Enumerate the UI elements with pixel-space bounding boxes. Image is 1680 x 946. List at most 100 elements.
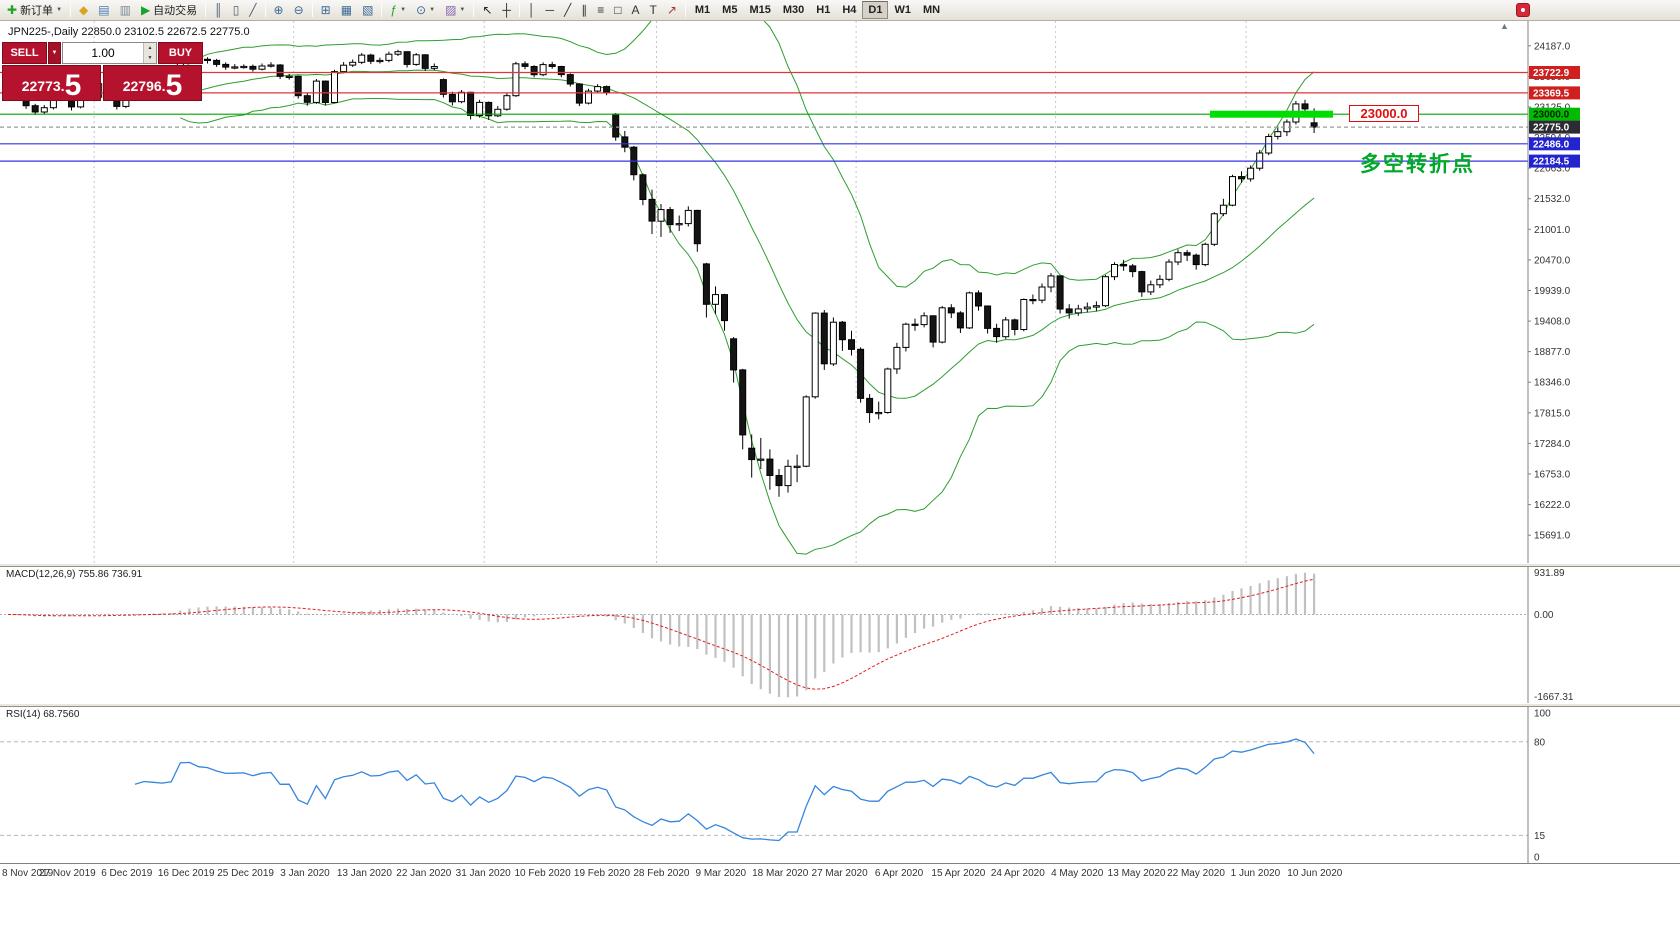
panel-splitter-2[interactable] (0, 703, 1680, 707)
price-tag-23722.9[interactable] (1529, 66, 1580, 79)
profiles-button[interactable]: ◆ (74, 1, 93, 19)
add-indicator-button[interactable]: ƒ ▼ (385, 1, 411, 19)
price-level-label[interactable]: 23000.0 (1349, 105, 1419, 122)
toolbar-red-icon[interactable] (1516, 3, 1530, 17)
support-highlight-bar[interactable] (1210, 110, 1333, 118)
bull-candle (757, 458, 765, 461)
date-label: 10 Jun 2020 (1287, 868, 1342, 879)
price-tag-23000.0[interactable] (1529, 107, 1580, 121)
bull-candle (793, 465, 801, 468)
arrows-button[interactable]: ↗ (662, 1, 682, 19)
sell-options-caret[interactable]: ▼ (48, 42, 61, 64)
timeframe-h1[interactable]: H1 (810, 1, 836, 19)
templates-button[interactable]: ▨ ▼ (440, 1, 470, 19)
bull-candle (657, 209, 665, 222)
price-axis[interactable]: 24187.023656.023125.022594.022063.021532… (1527, 21, 1580, 563)
bear-candle (739, 369, 747, 436)
navigator-button[interactable]: ▥ (115, 1, 136, 19)
timeframe-mn[interactable]: MN (917, 1, 946, 19)
periods-button[interactable]: ⊙ ▼ (411, 1, 440, 19)
volume-input[interactable] (63, 43, 143, 63)
auto-trading-button[interactable]: ▶ 自动交易 (136, 1, 202, 19)
timeframe-m5[interactable]: M5 (716, 1, 743, 19)
bollinger-lower-line[interactable] (180, 98, 1315, 555)
zoom-in-button[interactable]: ⊕ (269, 1, 289, 19)
trendline-button[interactable]: ╱ (559, 1, 576, 19)
toolbar-separator (264, 3, 266, 17)
bear-candle (775, 475, 783, 487)
rsi-line[interactable] (134, 738, 1315, 842)
volume-down-button[interactable]: ▼ (144, 53, 156, 63)
bull-candle (539, 64, 547, 76)
bollinger-middle-line[interactable] (180, 69, 1315, 399)
text-button[interactable]: A (626, 1, 644, 19)
rsi-canvas[interactable]: 100 80 15 0 (0, 707, 1680, 863)
price-tick-label: 18877.0 (1534, 347, 1571, 358)
tile-windows-button[interactable]: ⊞ (316, 1, 336, 19)
arrange-button[interactable]: ▦ (336, 1, 357, 19)
timeframe-m15[interactable]: M15 (743, 1, 776, 19)
bear-candle (748, 447, 756, 461)
price-tag-23369.5[interactable] (1529, 86, 1580, 100)
cascade-button[interactable]: ▧ (357, 1, 378, 19)
bear-candle (204, 58, 211, 61)
label-button[interactable]: T (644, 1, 661, 19)
rsi-label: RSI(14) 68.7560 (6, 709, 80, 720)
bull-candle (1102, 276, 1109, 307)
candles-layer[interactable] (4, 49, 1318, 497)
bear-candle (1183, 252, 1191, 256)
bull-candle (340, 64, 348, 73)
toolbar-separator (518, 3, 520, 17)
buy-price-display[interactable]: 22796. 5 (103, 65, 202, 101)
bull-candle (1219, 204, 1227, 215)
chart-shift-marker[interactable]: ▲ (1500, 21, 1509, 31)
zoom-out-button[interactable]: ⊖ (289, 1, 309, 19)
rsi-scale-label: 15 (1534, 831, 1546, 842)
price-tag-22775.0[interactable] (1529, 120, 1580, 134)
channel-icon: ∥ (581, 3, 588, 17)
bollinger-upper-line[interactable] (179, 21, 1315, 288)
bull-candle (503, 95, 511, 110)
date-label: 22 May 2020 (1167, 868, 1225, 879)
bar-chart-button[interactable]: ║ (209, 1, 228, 19)
price-tick-label: 15691.0 (1534, 531, 1571, 542)
turning-point-annotation[interactable]: 多空转折点 (1360, 153, 1475, 176)
shapes-button[interactable]: □ (609, 1, 626, 19)
bear-candle (1301, 103, 1309, 110)
candlestick-button[interactable]: ▯ (228, 1, 245, 19)
line-chart-button[interactable]: ╱ (244, 1, 261, 19)
vertical-line-button[interactable]: │ (523, 1, 541, 19)
auto-trading-button-label: 自动交易 (153, 5, 198, 17)
bull-candle (802, 396, 810, 467)
macd-signal-line[interactable] (7, 578, 1315, 690)
timeframe-m30[interactable]: M30 (777, 1, 810, 19)
cursor-button[interactable]: ↖ (477, 1, 497, 19)
volume-up-button[interactable]: ▲ (144, 43, 156, 53)
price-tick-label: 17284.0 (1534, 439, 1571, 450)
bear-candle (222, 63, 230, 68)
horizontal-line-button[interactable]: ─ (540, 1, 559, 19)
sell-price-display[interactable]: 22773. 5 (2, 65, 101, 101)
timeframe-w1[interactable]: W1 (888, 1, 917, 19)
sell-price-big-digit: 5 (64, 68, 82, 102)
date-label: 18 Mar 2020 (752, 868, 809, 879)
timeframe-m1[interactable]: M1 (689, 1, 716, 19)
fibonacci-button[interactable]: ≡ (592, 1, 609, 19)
timeframe-h4[interactable]: H4 (836, 1, 862, 19)
crosshair-button[interactable]: ┼ (497, 1, 516, 19)
price-tag-22184.5[interactable] (1529, 154, 1580, 168)
main-chart-canvas[interactable]: 24187.023656.023125.022594.022063.021532… (0, 21, 1680, 563)
panel-splitter-1[interactable] (0, 563, 1680, 567)
macd-histogram[interactable] (8, 572, 1316, 698)
timeframe-d1[interactable]: D1 (862, 1, 889, 19)
market-watch-button[interactable]: ▤ (93, 1, 114, 19)
macd-canvas[interactable]: 931.89 0.00 -1667.31 (0, 567, 1680, 703)
price-tag-22486.0[interactable] (1529, 137, 1580, 151)
buy-button[interactable]: BUY (158, 42, 203, 64)
date-label: 28 Feb 2020 (633, 868, 690, 879)
new-order-button[interactable]: ✚ 新订单 ▼ (2, 1, 67, 19)
sell-button[interactable]: SELL (2, 42, 47, 64)
channel-button[interactable]: ∥ (576, 1, 592, 19)
time-axis[interactable]: 8 Nov 2019 27 Nov 2019 6 Dec 2019 16 Dec 20… (0, 863, 1680, 881)
